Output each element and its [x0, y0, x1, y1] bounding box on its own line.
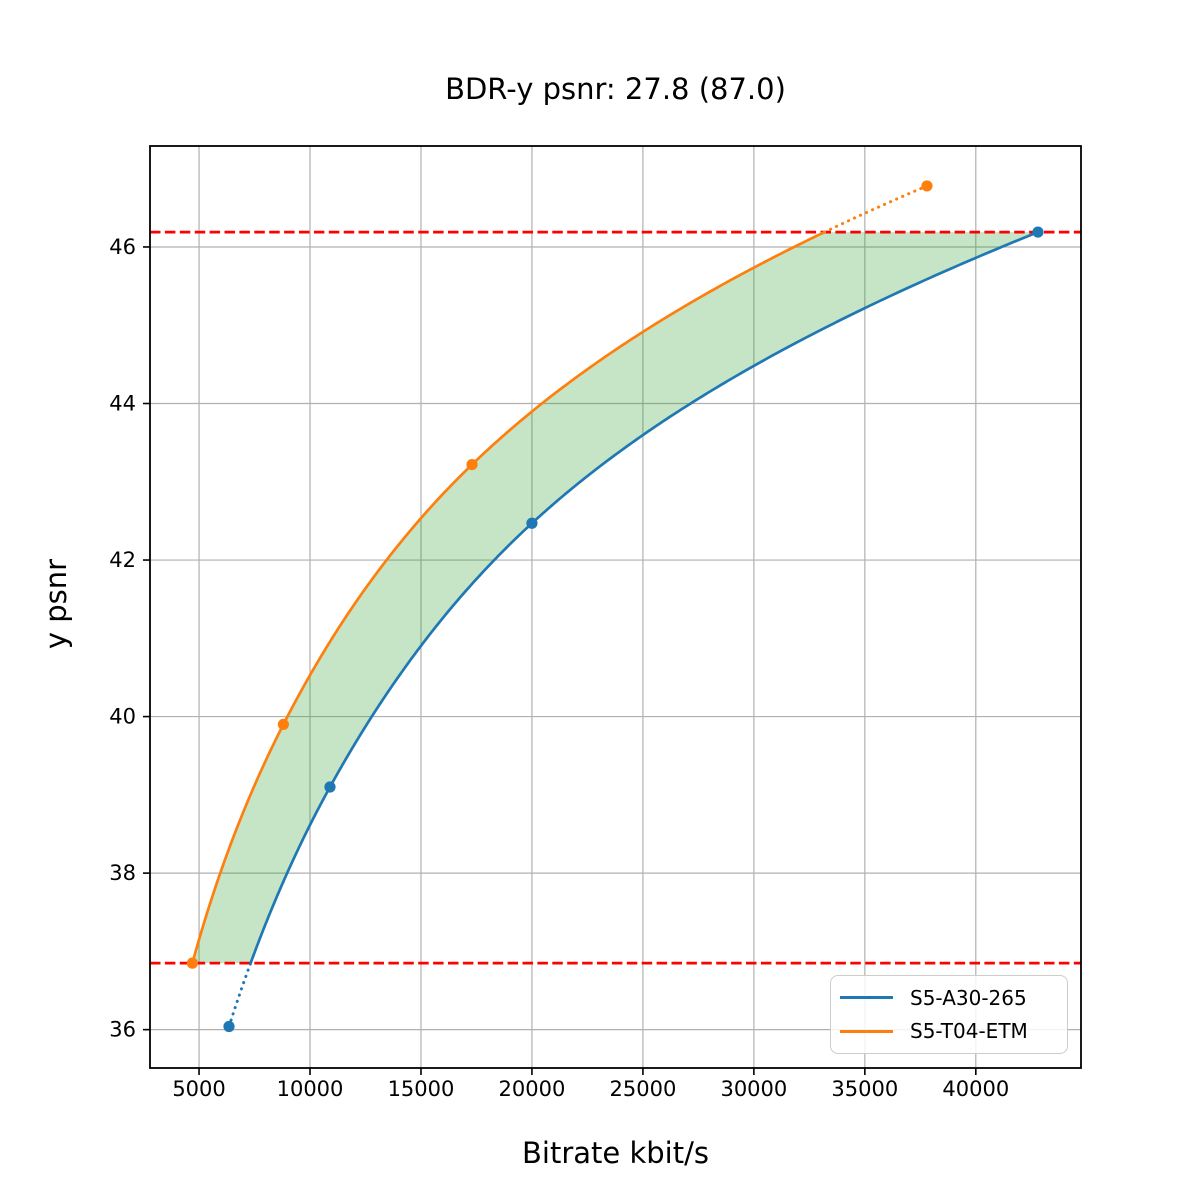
y-tick-label: 36 [109, 1018, 136, 1042]
data-point-1 [277, 718, 289, 731]
series-curve-dotted-0 [227, 961, 253, 1029]
legend-label: S5-T04-ETM [910, 1019, 1028, 1044]
data-point-0 [1032, 226, 1044, 238]
x-tick-label: 20000 [499, 1077, 566, 1101]
legend: S5-A30-265 S5-T04-ETM [830, 975, 1068, 1054]
data-point-0 [223, 1020, 235, 1033]
y-tick-label: 46 [109, 235, 136, 259]
data-point-0 [526, 517, 538, 529]
y-tick-label: 40 [109, 705, 136, 729]
x-tick-label: 35000 [831, 1077, 898, 1101]
data-point-1 [921, 180, 933, 192]
legend-label: S5-A30-265 [910, 985, 1027, 1010]
y-tick-label: 38 [109, 861, 136, 885]
y-tick-label: 44 [109, 392, 136, 416]
series-curve-dotted-1 [823, 184, 929, 234]
legend-line-swatch-orange [840, 1029, 893, 1033]
plot-border [149, 145, 1082, 1069]
legend-item: S5-A30-265 [831, 986, 1067, 1010]
y-tick-label: 42 [109, 548, 136, 572]
x-tick-label: 30000 [720, 1077, 787, 1101]
y-axis-label: y psnr [39, 558, 73, 650]
chart-title: BDR-y psnr: 27.8 (87.0) [445, 72, 786, 106]
x-tick-label: 25000 [610, 1077, 677, 1101]
legend-item: S5-T04-ETM [831, 1019, 1067, 1043]
x-tick-label: 40000 [942, 1077, 1009, 1101]
bd-shaded-area [192, 232, 1038, 964]
x-tick-label: 5000 [172, 1077, 225, 1101]
data-point-1 [466, 458, 478, 471]
legend-line-swatch-blue [840, 996, 893, 1000]
x-axis-label: Bitrate kbit/s [522, 1136, 709, 1170]
x-tick-label: 10000 [277, 1077, 344, 1101]
series-curve-1 [191, 230, 826, 964]
data-point-1 [186, 957, 198, 969]
x-tick-label: 15000 [388, 1077, 455, 1101]
series-curve-0 [249, 230, 1039, 964]
data-point-0 [324, 781, 336, 793]
